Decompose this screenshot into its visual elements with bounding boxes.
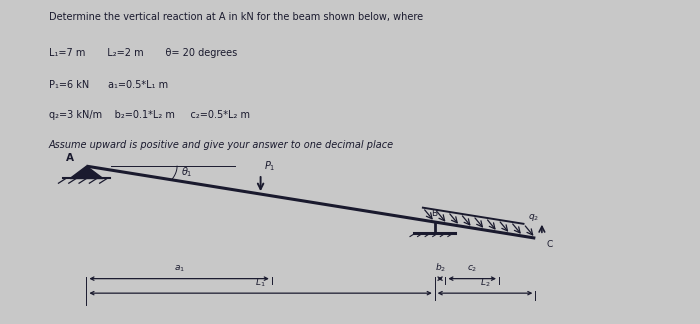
Text: Determine the vertical reaction at A in kN for the beam shown below, where: Determine the vertical reaction at A in … [49,12,423,22]
Text: $P_1$: $P_1$ [264,159,275,173]
Text: $a_1$: $a_1$ [174,264,185,274]
Text: L₁=7 m       L₂=2 m       θ= 20 degrees: L₁=7 m L₂=2 m θ= 20 degrees [49,48,237,58]
Text: Assume upward is positive and give your answer to one decimal place: Assume upward is positive and give your … [49,140,394,150]
Text: B: B [431,209,438,218]
Text: q₂=3 kN/m    b₂=0.1*L₂ m     c₂=0.5*L₂ m: q₂=3 kN/m b₂=0.1*L₂ m c₂=0.5*L₂ m [49,110,250,120]
Text: $L_1$: $L_1$ [256,276,266,289]
Text: P₁=6 kN      a₁=0.5*L₁ m: P₁=6 kN a₁=0.5*L₁ m [49,80,168,90]
Text: $b_2$: $b_2$ [435,262,446,274]
Text: $q_2$: $q_2$ [528,212,539,223]
Text: A: A [66,153,74,163]
Text: $\theta_1$: $\theta_1$ [181,166,193,179]
Text: $L_2$: $L_2$ [480,276,490,289]
Polygon shape [70,166,103,179]
Text: C: C [546,240,552,249]
Text: $c_2$: $c_2$ [467,264,477,274]
